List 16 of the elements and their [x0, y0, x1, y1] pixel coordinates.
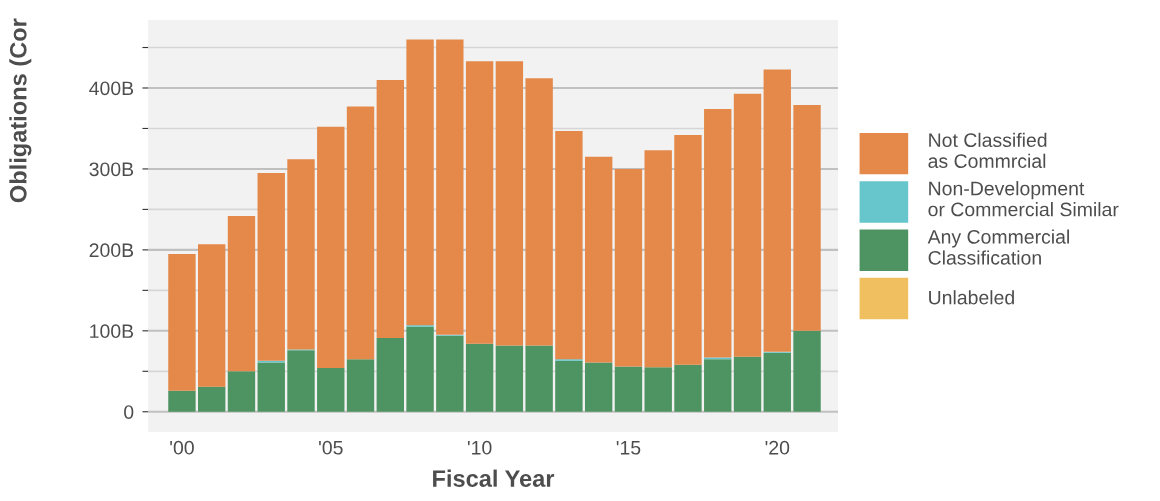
y-tick-label: 200B [89, 243, 134, 258]
x-tick-label: '10 [467, 440, 492, 455]
legend-label: Unlabeled [929, 290, 1014, 305]
y-tick-label: 300B [89, 162, 134, 177]
x-tick-label: '05 [319, 440, 343, 455]
legend-label: Non-Development or Commercial Similar [928, 181, 1119, 217]
y-tick-label: 400B [89, 81, 134, 96]
y-axis-title: Obligations (Cor [9, 18, 32, 203]
legend-label: Not Classified as Commrcial [928, 132, 1047, 168]
x-tick-label: '15 [616, 441, 641, 455]
x-tick-label: '20 [765, 440, 790, 455]
y-tick-label: 100B [90, 324, 134, 339]
y-tick-label: 0 [124, 405, 134, 419]
x-tick-label: '00 [170, 440, 194, 455]
x-axis-title: Fiscal Year [433, 469, 555, 487]
legend-label: Any Commercial Classification [927, 229, 1069, 265]
